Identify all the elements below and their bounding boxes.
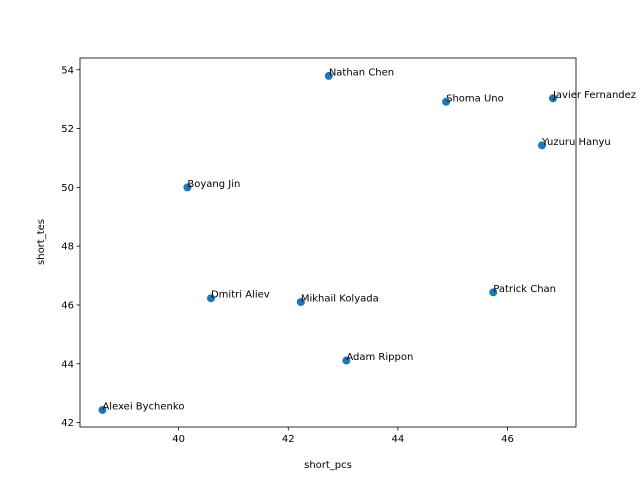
data-point (98, 405, 107, 414)
point-label: Nathan Chen (329, 67, 394, 78)
point-label: Javier Fernandez (552, 90, 636, 101)
data-point (342, 356, 351, 365)
point-label: Mikhail Kolyada (301, 294, 379, 305)
x-tick-label: 44 (392, 434, 405, 445)
point-label: Shoma Uno (446, 93, 504, 104)
x-tick-label: 40 (172, 434, 185, 445)
point-label: Boyang Jin (187, 179, 240, 190)
data-point (206, 294, 215, 303)
y-tick-label: 52 (61, 124, 74, 135)
data-point (296, 298, 305, 307)
point-label: Alexei Bychenko (102, 401, 184, 412)
y-tick-label: 44 (61, 359, 74, 370)
point-label: Patrick Chan (493, 284, 556, 295)
data-point (324, 71, 333, 80)
data-point (442, 97, 451, 106)
data-point (538, 141, 547, 150)
y-tick-label: 48 (61, 242, 74, 253)
y-tick-label: 42 (61, 418, 74, 429)
plot-frame (79, 57, 577, 428)
point-label: Yuzuru Hanyu (541, 137, 611, 148)
y-tick-label: 46 (61, 300, 74, 311)
point-label: Adam Rippon (346, 352, 413, 363)
data-point (548, 94, 557, 103)
x-tick-label: 42 (282, 434, 295, 445)
y-axis-title: short_tes (36, 219, 47, 265)
plot-area (79, 57, 577, 428)
x-tick-label: 46 (501, 434, 514, 445)
x-axis-title: short_pcs (304, 460, 352, 471)
data-point (183, 183, 192, 192)
y-tick-label: 54 (61, 65, 74, 76)
point-label: Dmitri Aliev (211, 290, 270, 301)
axis-ticks: 40 42 44 46 42 44 46 48 50 52 54 (61, 65, 514, 445)
data-point (489, 288, 498, 297)
data-points (98, 71, 557, 414)
y-tick-label: 50 (61, 183, 74, 194)
point-labels: Nathan Chen Shoma Uno Javier Fernandez Yuzu… (102, 67, 636, 412)
